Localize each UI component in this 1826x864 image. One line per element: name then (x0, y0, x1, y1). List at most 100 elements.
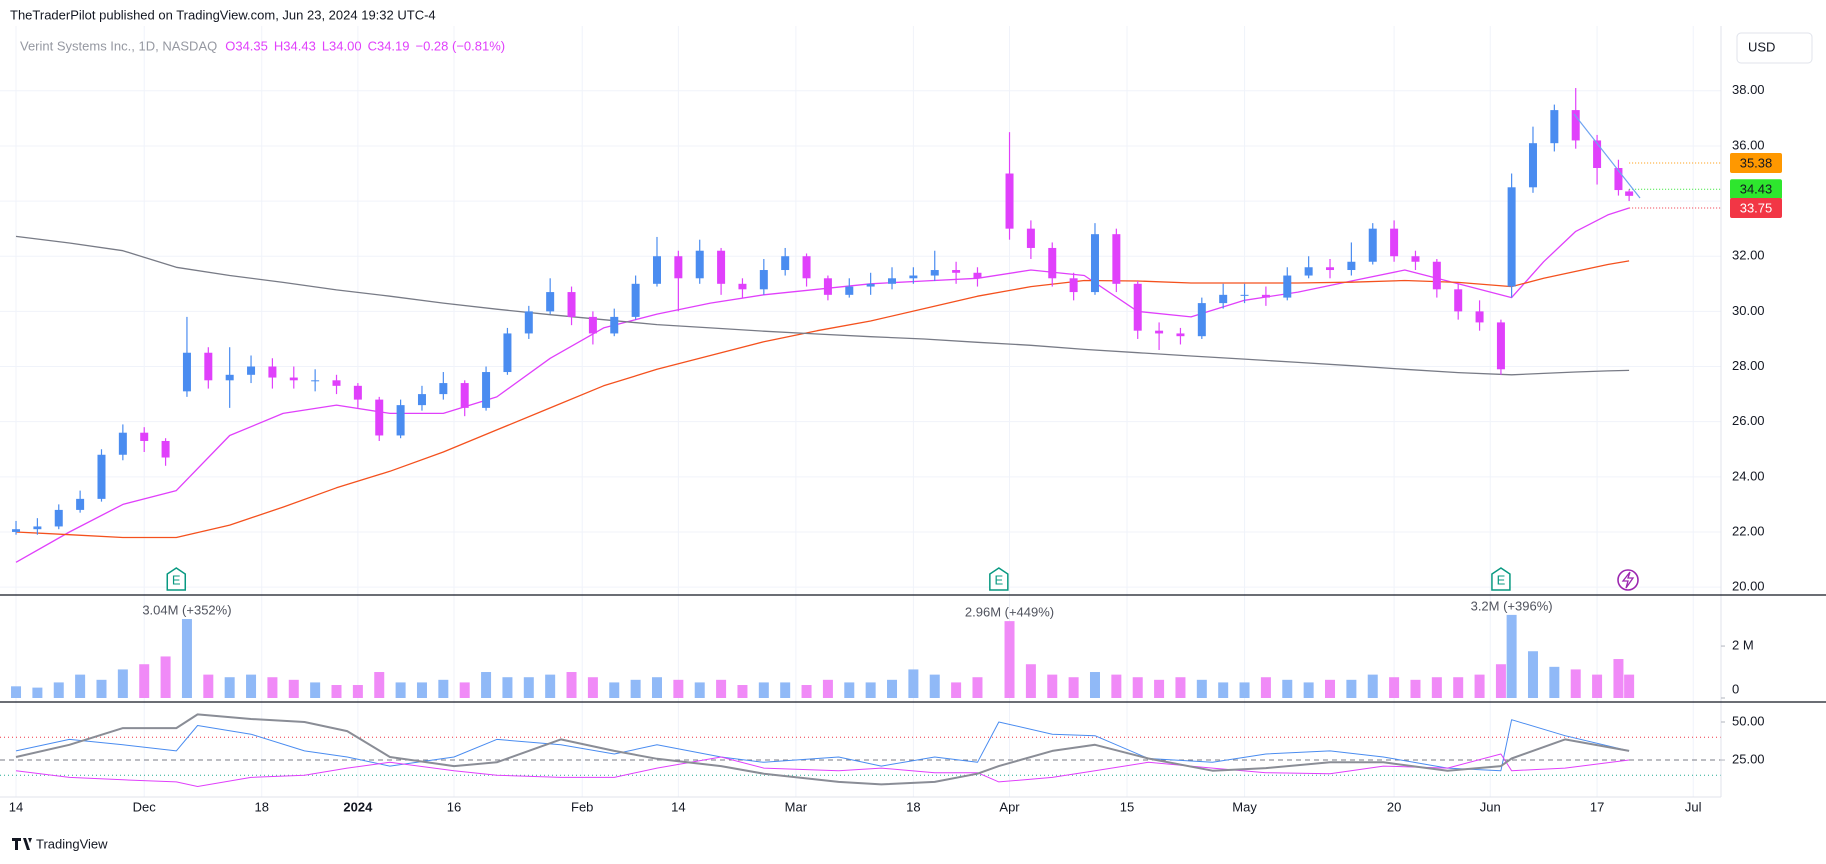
y-tick-label: 28.00 (1732, 358, 1765, 373)
candle-body (1069, 278, 1078, 293)
candle-body (1219, 294, 1228, 304)
volume-bar (416, 682, 427, 698)
volume-bar (310, 682, 321, 698)
volume-bar (972, 677, 983, 698)
lightning-badge (1617, 569, 1639, 591)
volume-bar (502, 677, 513, 698)
volume-bar (139, 664, 150, 698)
volume-bar (673, 679, 684, 698)
volume-label: 3.04M (+352%) (142, 602, 231, 617)
candle-body (1625, 191, 1634, 196)
indicator-tick-label: 50.00 (1732, 713, 1765, 728)
x-tick-label: 2024 (343, 799, 373, 814)
indicator-tick-label: 25.00 (1732, 751, 1765, 766)
indicator-line (15, 719, 1630, 772)
volume-bar (780, 682, 791, 698)
candle-body (845, 286, 854, 295)
x-tick-label: Jun (1480, 799, 1501, 814)
candle-body (311, 380, 320, 382)
candle-body (1176, 333, 1185, 337)
candle-body (247, 366, 256, 375)
indicator-line (15, 713, 1630, 786)
candle-body (1390, 228, 1399, 257)
volume-bar (587, 677, 598, 698)
volume-bar (1527, 651, 1538, 698)
volume-bar (1325, 679, 1336, 698)
candle-body (952, 270, 961, 273)
volume-bar (1303, 682, 1314, 698)
volume-bar (1592, 674, 1603, 698)
volume-bar (1549, 666, 1560, 698)
candle-body (930, 270, 939, 276)
volume-bar (737, 685, 748, 698)
lightning-icon (1621, 571, 1635, 589)
candle-body (588, 316, 597, 334)
volume-bar (117, 669, 128, 698)
candle-body (738, 283, 747, 290)
event-badge (166, 567, 187, 591)
y-tick-label: 22.00 (1732, 523, 1765, 538)
candle-body (76, 498, 85, 510)
x-tick-label: Apr (999, 799, 1020, 814)
candle-body (182, 352, 191, 392)
candle-body (717, 250, 726, 284)
x-tick-label: 18 (906, 799, 920, 814)
candle-body (802, 256, 811, 279)
price-tag-label: 33.75 (1740, 200, 1773, 215)
currency-button[interactable] (1736, 32, 1813, 64)
volume-bar (1260, 677, 1271, 698)
candle-body (1005, 173, 1014, 229)
candle-body (695, 250, 704, 279)
currency-label[interactable]: USD (1748, 39, 1775, 54)
candle-body (610, 316, 619, 334)
volume-bar (1218, 682, 1229, 698)
candle-body (54, 509, 63, 527)
x-tick-label: 14 (9, 799, 23, 814)
candle-body (674, 256, 683, 279)
x-tick-label: 15 (1120, 799, 1134, 814)
volume-bar (1047, 674, 1058, 698)
volume-bar (1389, 677, 1400, 698)
x-tick-label: Dec (133, 799, 157, 814)
candle-body (375, 399, 384, 436)
candle-body (1090, 234, 1099, 293)
volume-bar (288, 679, 299, 698)
volume-bar (566, 672, 577, 698)
candle-body (1347, 261, 1356, 271)
ohlc-value: H34.43 (274, 38, 316, 53)
candle-body (97, 454, 106, 499)
volume-bar (801, 685, 812, 698)
volume-tick-label: 0 (1732, 681, 1739, 696)
candle-body (396, 405, 405, 436)
volume-bar (96, 679, 107, 698)
candle-body (33, 526, 42, 530)
x-tick-label: 18 (254, 799, 268, 814)
event-label: E (995, 572, 1004, 587)
volume-bar (865, 682, 876, 698)
candle-body (1048, 247, 1057, 279)
candle-body (118, 432, 127, 455)
price-tag (1730, 153, 1782, 174)
x-tick-label: May (1232, 799, 1257, 814)
candle-body (1283, 275, 1292, 298)
volume-bar (1506, 614, 1517, 698)
candle-body (1496, 322, 1505, 370)
event-label: E (1497, 572, 1506, 587)
logo-mark (12, 838, 32, 850)
candle-body (1507, 187, 1516, 287)
candle-body (353, 385, 362, 400)
volume-bar (1111, 674, 1122, 698)
volume-bar (331, 685, 342, 698)
price-tag (1730, 179, 1782, 200)
symbol-legend: Verint Systems Inc., 1D, NASDAQ (20, 38, 217, 53)
y-tick-label: 24.00 (1732, 468, 1765, 483)
candle-body (482, 372, 491, 408)
volume-bar (651, 677, 662, 698)
candle-body (1571, 110, 1580, 141)
candle-body (289, 377, 298, 381)
volume-bar (75, 674, 86, 698)
candle-body (1411, 256, 1420, 262)
volume-bar (481, 672, 492, 698)
candle-body (866, 283, 875, 287)
